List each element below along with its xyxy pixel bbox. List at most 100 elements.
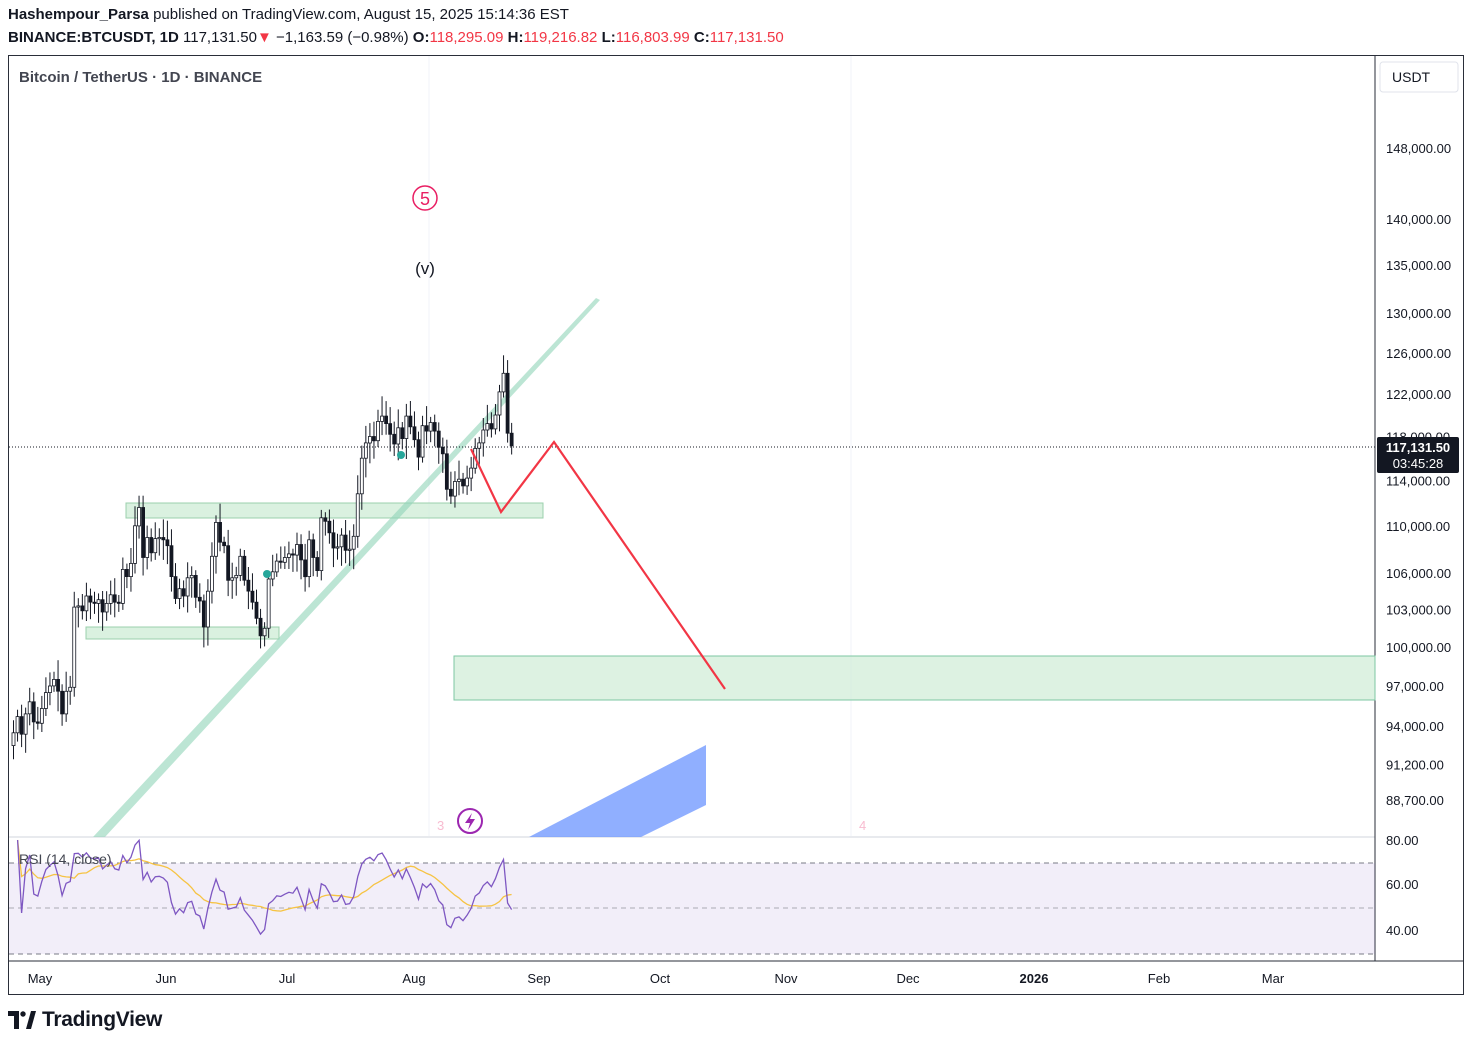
candle-down <box>416 431 421 471</box>
wave-v-label: (v) <box>415 259 435 278</box>
candle-up <box>295 532 299 572</box>
candle-down <box>400 422 405 450</box>
candle-up <box>286 541 291 569</box>
chart-frame[interactable]: 5 (v) 3 4 Bitcoin / TetherUS · 1D · BINA… <box>8 55 1464 995</box>
rsi-tick-60: 60.00 <box>1386 877 1419 892</box>
last-price: 117,131.50 <box>183 29 257 46</box>
price-tick-label: 106,000.00 <box>1386 566 1451 581</box>
candle-up <box>465 465 470 495</box>
candle-down <box>31 692 36 740</box>
candle-down <box>327 509 332 544</box>
candle-up <box>351 524 356 570</box>
candle-down <box>291 548 295 572</box>
candle-up <box>137 495 141 539</box>
candle-down <box>181 580 186 608</box>
publish-line: Hashempour_Parsa published on TradingVie… <box>8 6 569 23</box>
low-value: 116,803.99 <box>615 29 690 46</box>
candle-up <box>457 460 461 496</box>
candle-down <box>436 422 441 464</box>
projected-path[interactable] <box>470 440 726 690</box>
wave-5-label: 5 <box>420 189 430 209</box>
low-label: L: <box>601 29 616 46</box>
candle-down <box>246 567 251 610</box>
wave-5-marker[interactable] <box>412 185 438 211</box>
time-tick-label: Nov <box>774 971 798 986</box>
candle-up <box>404 403 409 459</box>
trend-channel[interactable] <box>93 298 600 837</box>
lightning-icon[interactable] <box>457 808 483 834</box>
support-zone-upper[interactable] <box>125 502 544 519</box>
candle-up <box>68 675 73 705</box>
candle-down <box>392 421 397 456</box>
candle-up <box>380 396 384 436</box>
price-tick-label: 97,000.00 <box>1386 679 1444 694</box>
price-tick-label: 88,700.00 <box>1386 793 1444 808</box>
price-tick-label: 94,000.00 <box>1386 719 1444 734</box>
price-tick-label: 122,000.00 <box>1386 387 1451 402</box>
time-tick-label: Feb <box>1148 971 1170 986</box>
candle-up <box>23 707 28 753</box>
candle-up <box>493 404 498 435</box>
candles-group <box>11 355 514 760</box>
price-axis[interactable]: 148,000.00 140,000.00 135,000.00 130,000.00… <box>1386 141 1451 808</box>
time-tick-label: Aug <box>402 971 425 986</box>
signal-dot <box>397 451 405 459</box>
candle-down <box>505 360 510 443</box>
symbol-label: BINANCE:BTCUSDT, 1D <box>8 29 179 46</box>
currency-label: USDT <box>1392 69 1431 85</box>
price-tick-label: 140,000.00 <box>1386 212 1451 227</box>
candle-down <box>509 422 514 455</box>
down-arrow-icon: ▼ <box>256 29 272 46</box>
candle-up <box>282 546 287 569</box>
candle-down <box>412 411 417 448</box>
open-value: 118,295.09 <box>429 29 504 46</box>
price-tick-label: 126,000.00 <box>1386 346 1451 361</box>
candle-up <box>238 548 243 582</box>
target-zone[interactable] <box>453 655 1376 701</box>
candle-down <box>100 591 105 631</box>
time-tick-label: Mar <box>1262 971 1285 986</box>
candle-up <box>11 720 16 760</box>
wave-3-label: 3 <box>437 818 444 833</box>
candle-up <box>205 579 210 646</box>
candle-down <box>299 534 303 580</box>
author-name[interactable]: Hashempour_Parsa <box>8 6 149 23</box>
candle-up <box>453 471 457 508</box>
chart-canvas[interactable]: 5 (v) 3 4 Bitcoin / TetherUS · 1D · BINA… <box>9 56 1464 995</box>
current-price-badge <box>1377 437 1459 473</box>
candle-down <box>125 563 129 589</box>
rsi-tick-80: 80.00 <box>1386 833 1419 848</box>
candle-up <box>133 506 137 574</box>
candle-up <box>270 554 275 587</box>
chart-grid <box>428 56 852 836</box>
candle-up <box>27 687 32 726</box>
projection-shape[interactable] <box>529 745 706 837</box>
support-zone-lower[interactable] <box>85 626 280 640</box>
candle-down <box>19 704 24 748</box>
signal-dot <box>263 570 271 578</box>
candle-down <box>161 519 166 560</box>
candle-down <box>193 570 198 608</box>
candle-down <box>424 406 429 445</box>
candle-down <box>80 594 85 620</box>
candle-up <box>376 409 380 447</box>
candle-up <box>76 598 81 628</box>
time-axis[interactable]: May Jun Jul Aug Sep Oct Nov Dec 2026 Feb Mar <box>28 971 1285 986</box>
candle-down <box>432 414 437 447</box>
brand-name[interactable]: TradingView <box>42 1008 163 1031</box>
candle-up <box>108 580 113 615</box>
candle-down <box>440 437 445 473</box>
candle-down <box>165 520 170 565</box>
price-change: −1,163.59 (−0.98%) <box>276 29 409 46</box>
candle-up <box>339 528 344 566</box>
currency-button[interactable] <box>1379 61 1459 93</box>
price-tick-label: 135,000.00 <box>1386 258 1451 273</box>
candle-up <box>157 528 162 556</box>
candle-up <box>497 384 502 432</box>
candle-up <box>396 409 401 461</box>
candle-down <box>197 583 202 613</box>
chart-title: Bitcoin / TetherUS · 1D · BINANCE <box>19 69 262 86</box>
ohlc-line: BINANCE:BTCUSDT, 1D 117,131.50▼ −1,163.5… <box>8 29 784 46</box>
tradingview-logo-icon[interactable] <box>8 1011 36 1029</box>
candle-up <box>262 622 267 647</box>
